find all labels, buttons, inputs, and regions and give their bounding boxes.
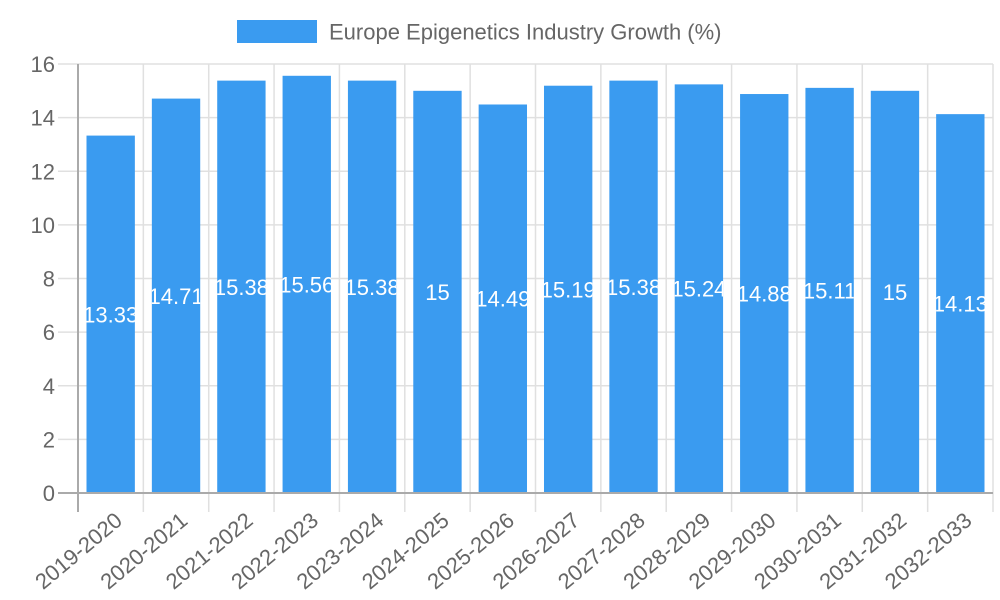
bar-data-label: 15.11: [803, 278, 856, 303]
y-tick-label: 14: [31, 106, 55, 131]
bar-data-label: 15.38: [606, 275, 661, 300]
bar[interactable]: [609, 80, 658, 493]
bar[interactable]: [805, 87, 854, 493]
y-tick-label: 8: [43, 267, 55, 292]
bar[interactable]: [674, 84, 724, 493]
bar-data-label: 15.38: [214, 275, 269, 300]
y-tick-label: 6: [43, 320, 55, 345]
bar[interactable]: [217, 80, 266, 493]
bar-data-label: 15.24: [671, 277, 726, 302]
y-tick-label: 10: [31, 213, 55, 238]
y-tick-label: 2: [43, 427, 55, 452]
bar[interactable]: [740, 94, 789, 493]
y-axis-ticks: 0 2 4 6 8 10 12 14 16: [31, 52, 55, 506]
axes: [58, 64, 993, 512]
bar[interactable]: [347, 80, 397, 493]
legend[interactable]: Europe Epigenetics Industry Growth (%): [237, 20, 722, 45]
bar-data-label: 14.49: [475, 287, 530, 312]
bar-data-label: 15.38: [345, 275, 400, 300]
bar-data-label: 15: [883, 280, 907, 305]
bar-data-label: 14.71: [149, 284, 204, 309]
bar[interactable]: [936, 114, 985, 493]
bar[interactable]: [478, 104, 528, 493]
bar[interactable]: [413, 90, 462, 493]
y-tick-label: 16: [31, 52, 55, 77]
legend-label: Europe Epigenetics Industry Growth (%): [329, 20, 722, 45]
bar-data-label: 15.19: [541, 277, 596, 302]
y-tick-label: 4: [43, 374, 55, 399]
bar[interactable]: [151, 98, 201, 493]
bar[interactable]: [86, 135, 135, 494]
grid: [58, 63, 994, 512]
bar-data-label: 15.56: [279, 272, 334, 297]
y-tick-label: 12: [31, 159, 55, 184]
bar-data-label: 15: [425, 280, 449, 305]
x-axis-ticks: 2019-20202020-20212021-20222022-20232023…: [30, 507, 976, 594]
legend-swatch: [237, 20, 317, 43]
bar-data-label: 13.33: [83, 302, 138, 327]
bar[interactable]: [282, 75, 331, 494]
bars: 13.33 14.71 15.38 15.56 15.38 15 14.49 15.19 15.…: [83, 75, 988, 494]
bar[interactable]: [870, 90, 920, 493]
bar-data-label: 14.88: [737, 282, 792, 307]
bar-data-label: 14.13: [933, 292, 988, 317]
bar[interactable]: [543, 85, 593, 493]
y-tick-label: 0: [43, 481, 55, 506]
